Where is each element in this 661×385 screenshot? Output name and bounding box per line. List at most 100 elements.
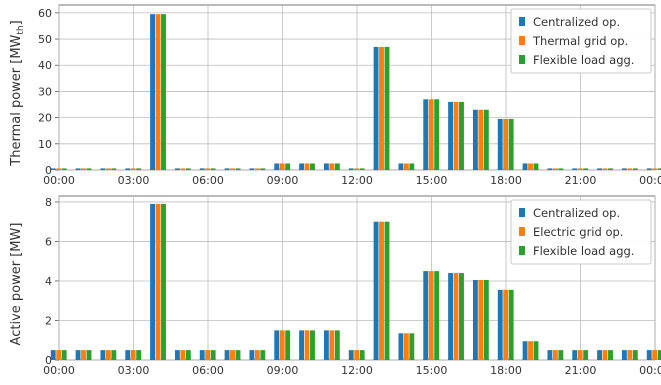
bar-base xyxy=(483,168,489,170)
bar xyxy=(75,350,81,360)
bar-base xyxy=(130,358,136,360)
x-tick-label: 15:00 xyxy=(416,174,448,187)
bar xyxy=(478,279,484,360)
bar-base xyxy=(478,168,484,170)
y-tick-label: 50 xyxy=(38,33,52,46)
bar xyxy=(597,350,603,360)
bar-base xyxy=(572,358,578,360)
bar-base xyxy=(379,168,384,170)
bar-base xyxy=(150,168,156,170)
bar-base xyxy=(125,168,131,170)
bar-base xyxy=(155,168,161,170)
bar xyxy=(533,163,539,170)
bar xyxy=(483,109,489,170)
bar-base xyxy=(111,168,117,170)
bar xyxy=(230,350,235,360)
bar xyxy=(608,350,613,360)
bar-base xyxy=(459,358,464,360)
bar xyxy=(483,279,489,360)
bar xyxy=(398,163,404,170)
bar xyxy=(657,350,661,360)
x-tick-label: 21:00 xyxy=(565,364,597,377)
legend-swatch xyxy=(519,17,525,26)
x-tick-label: 12:00 xyxy=(341,174,373,187)
y-tick-label: 4 xyxy=(45,275,52,288)
bar xyxy=(403,333,409,360)
bar xyxy=(329,163,335,170)
bar-base xyxy=(235,168,241,170)
bar-base xyxy=(373,358,379,360)
bar xyxy=(359,350,365,360)
legend-swatch xyxy=(519,36,525,45)
bar-base xyxy=(577,358,583,360)
bar xyxy=(86,350,92,360)
bar xyxy=(323,330,329,360)
bar-base xyxy=(508,168,514,170)
bar xyxy=(130,350,136,360)
y-tick-label: 60 xyxy=(38,7,52,20)
bar-base xyxy=(310,358,315,360)
bar xyxy=(503,118,509,170)
bar-base xyxy=(210,358,216,360)
bar xyxy=(379,46,384,170)
bar-base xyxy=(597,358,603,360)
bar-base xyxy=(130,168,136,170)
bar-base xyxy=(632,168,638,170)
x-tick-label: 18:00 xyxy=(490,174,522,187)
bar-base xyxy=(409,358,415,360)
bar xyxy=(379,221,384,360)
x-tick-label: 00:00 xyxy=(639,364,661,377)
bar-base xyxy=(459,168,464,170)
legend-swatch xyxy=(519,227,525,236)
bar-base xyxy=(150,358,156,360)
bar xyxy=(224,350,230,360)
bar-base xyxy=(583,168,589,170)
bar xyxy=(161,203,166,360)
bar-base xyxy=(602,358,608,360)
bar xyxy=(155,203,161,360)
y-axis-label-subscript: th xyxy=(16,25,26,34)
bar-base xyxy=(205,358,211,360)
bar-base xyxy=(409,168,415,170)
bar-base xyxy=(497,168,503,170)
bar xyxy=(472,279,478,360)
x-tick-label: 00:00 xyxy=(43,174,75,187)
bar xyxy=(632,350,638,360)
bar xyxy=(304,163,310,170)
panel-thermal-power: Thermal power [MWth] 0 10 20 30 40 50 60 00:00 0… xyxy=(9,4,661,187)
bar xyxy=(552,350,558,360)
bar xyxy=(299,330,305,360)
bar-base xyxy=(354,358,360,360)
x-tick-label: 00:00 xyxy=(43,364,75,377)
bar-base xyxy=(254,358,260,360)
bar-base xyxy=(558,168,564,170)
y-axis-label-close: ] xyxy=(9,20,24,25)
bar xyxy=(274,163,280,170)
bar-base xyxy=(224,168,230,170)
bar xyxy=(348,350,354,360)
bar-base xyxy=(359,358,365,360)
bar-base xyxy=(56,358,62,360)
bar-base xyxy=(379,358,384,360)
bar xyxy=(100,350,106,360)
bar xyxy=(583,350,589,360)
bar-base xyxy=(105,168,111,170)
legend-label: Flexible load agg. xyxy=(533,53,634,67)
bar-base xyxy=(497,358,503,360)
bar-base xyxy=(174,168,180,170)
bar xyxy=(558,350,564,360)
bar-base xyxy=(646,358,652,360)
bar-base xyxy=(423,358,429,360)
bar-base xyxy=(86,168,92,170)
bar-base xyxy=(483,358,489,360)
bar xyxy=(453,273,459,360)
legend-swatch xyxy=(519,208,525,217)
bar-base xyxy=(299,168,305,170)
bar-base xyxy=(508,358,514,360)
x-tick-label: 03:00 xyxy=(118,364,150,377)
legend: Centralized op. Electric grid op. Flexible… xyxy=(510,199,652,265)
legend-swatch xyxy=(519,246,525,255)
bar-base xyxy=(583,358,589,360)
bar-base xyxy=(448,358,454,360)
bar-base xyxy=(174,358,180,360)
